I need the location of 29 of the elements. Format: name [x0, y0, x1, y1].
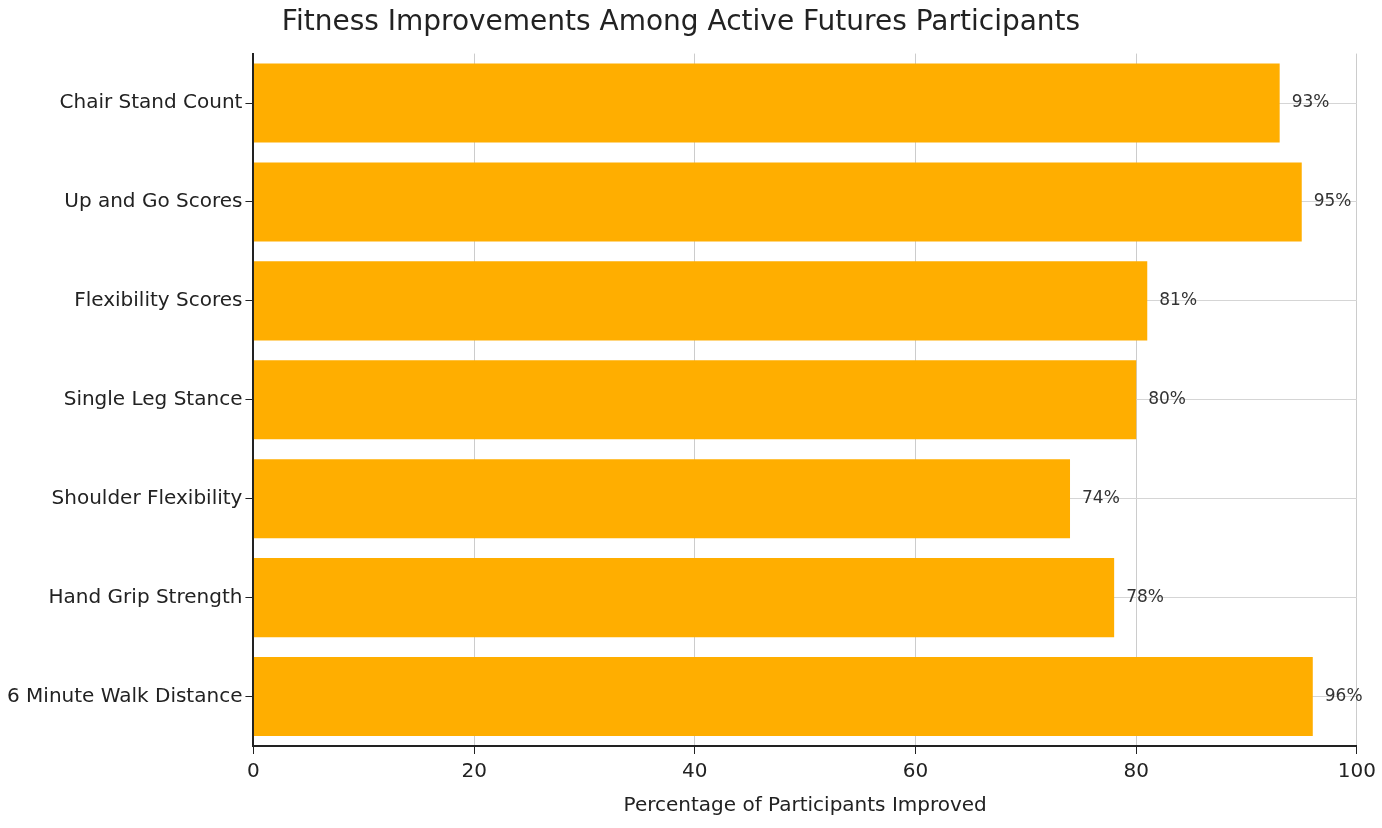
x-tick-label: 0	[247, 758, 260, 783]
x-tick-label: 100	[1337, 758, 1377, 783]
bar	[253, 656, 1313, 737]
bar	[253, 63, 1280, 143]
bar	[253, 558, 1115, 638]
x-tick-label: 80	[1123, 758, 1149, 783]
y-tick-label: Single Leg Stance	[63, 386, 243, 410]
data-label: 95%	[1313, 190, 1352, 211]
bar	[253, 459, 1071, 539]
data-label: 78%	[1126, 586, 1164, 607]
x-tick-label: 60	[902, 758, 929, 783]
y-tick-label: Hand Grip Strength	[48, 583, 243, 608]
bar	[253, 360, 1137, 440]
data-label: 96%	[1324, 684, 1363, 705]
y-tick-label: Flexibility Scores	[74, 287, 243, 312]
bar	[253, 261, 1148, 341]
data-label: 93%	[1291, 91, 1330, 112]
data-label: 80%	[1148, 388, 1187, 409]
x-tick-label: 40	[682, 758, 708, 783]
y-tick-label: Shoulder Flexibility	[51, 484, 243, 509]
y-tick-label: Chair Stand Count	[59, 89, 243, 114]
data-label: 81%	[1159, 289, 1198, 310]
y-tick-label: 6 Minute Walk Distance	[7, 682, 243, 707]
bar	[253, 162, 1302, 242]
chart-title: Fitness Improvements Among Active Futures Participants	[281, 4, 1081, 38]
y-tick-label: Up and Go Scores	[64, 188, 243, 213]
x-tick-label: 20	[461, 758, 487, 783]
data-label: 74%	[1082, 487, 1120, 508]
x-axis-title: Percentage of Participants Improved	[623, 792, 987, 817]
